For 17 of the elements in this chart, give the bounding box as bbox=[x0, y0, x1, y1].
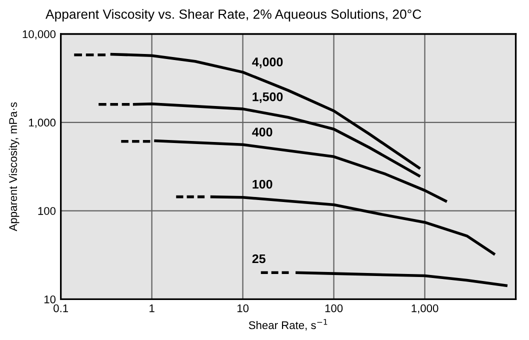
y-tick-label: 100 bbox=[38, 207, 56, 215]
text: 25 bbox=[252, 254, 266, 264]
x-axis-title: Shear Rate, s$^{−1}$ bbox=[248, 319, 328, 330]
y-tick-label: 1,000 bbox=[29, 118, 56, 128]
series-label: 1,500 bbox=[252, 92, 283, 104]
series-label: 4,000 bbox=[252, 58, 283, 68]
series-label: 100 bbox=[252, 180, 272, 189]
chart-title: Apparent Viscosity vs. Shear Rate, 2% Aqueous Solutions, 20°C bbox=[46, 9, 422, 22]
y-tick-label: 10 bbox=[44, 295, 56, 304]
series-label: 400 bbox=[252, 128, 272, 136]
x-tick-label: 1 bbox=[150, 304, 154, 312]
x-tick-label: 0.1 bbox=[54, 304, 68, 312]
x-tick-label: 10 bbox=[237, 304, 249, 312]
y-tick-label: 10,000 bbox=[22, 30, 56, 40]
y-axis-title: Apparent Viscosity, mPa·s bbox=[8, 102, 20, 232]
x-tick-label: 100 bbox=[325, 304, 343, 312]
x-tick-label: 1,000 bbox=[412, 304, 438, 314]
